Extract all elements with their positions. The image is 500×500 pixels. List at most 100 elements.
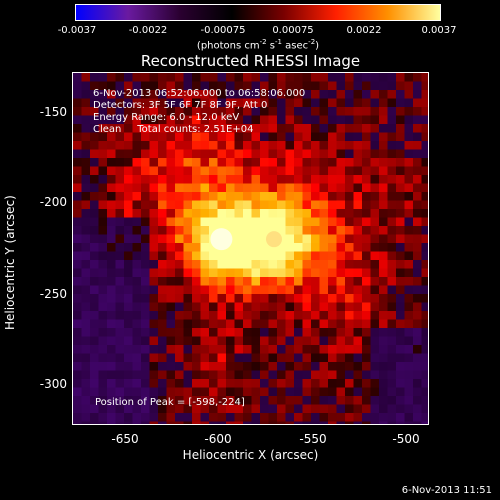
heatmap-cell (98, 404, 108, 414)
heatmap-cell (413, 294, 423, 304)
heatmap-cell (166, 413, 176, 423)
heatmap-cell (353, 183, 363, 193)
heatmap-cell (260, 362, 270, 372)
heatmap-cell (209, 260, 219, 270)
heatmap-cell (336, 132, 346, 142)
heatmap-cell (141, 124, 151, 134)
heatmap-cell (404, 370, 414, 380)
heatmap-cell (328, 268, 338, 278)
heatmap-cell (311, 277, 321, 287)
heatmap-cell (379, 268, 389, 278)
heatmap-cell (183, 200, 193, 210)
heatmap-cell (336, 243, 346, 253)
heatmap-cell (328, 285, 338, 295)
heatmap-cell (404, 124, 414, 134)
heatmap-cell (370, 132, 380, 142)
heatmap-cell (124, 353, 134, 363)
heatmap-cell (379, 226, 389, 236)
heatmap-cell (183, 149, 193, 159)
heatmap-cell (234, 149, 244, 159)
heatmap-cell (277, 124, 287, 134)
heatmap-cell (149, 413, 159, 423)
heatmap-cell (132, 209, 142, 219)
heatmap-cell (302, 336, 312, 346)
heatmap-cell (217, 387, 227, 397)
heatmap-cell (158, 319, 168, 329)
heatmap-cell (90, 192, 100, 202)
heatmap-cell (124, 336, 134, 346)
heatmap-cell (158, 98, 168, 108)
heatmap-cell (115, 149, 125, 159)
heatmap-cell (336, 421, 346, 424)
heatmap-cell (285, 192, 295, 202)
heatmap-cell (328, 175, 338, 185)
heatmap-cell (277, 209, 287, 219)
heatmap-cell (328, 396, 338, 406)
heatmap-cell (277, 268, 287, 278)
heatmap-cell (421, 251, 428, 261)
heatmap-cell (260, 345, 270, 355)
heatmap-cell (370, 336, 380, 346)
heatmap-cell (362, 226, 372, 236)
heatmap-cell (175, 251, 185, 261)
heatmap-cell (183, 260, 193, 270)
heatmap-cell (328, 124, 338, 134)
heatmap-cell (226, 149, 236, 159)
y-tick-label: -250 (39, 287, 67, 301)
heatmap-cell (98, 81, 108, 91)
heatmap-cell (319, 200, 329, 210)
heatmap-cell (183, 73, 193, 83)
heatmap-cell (209, 243, 219, 253)
heatmap-cell (413, 362, 423, 372)
heatmap-cell (285, 268, 295, 278)
heatmap-cell (396, 217, 406, 227)
heatmap-cell (166, 311, 176, 321)
heatmap-cell (413, 251, 423, 261)
heatmap-cell (98, 90, 108, 100)
heatmap-cell (81, 141, 91, 151)
heatmap-cell (260, 192, 270, 202)
heatmap-cell (149, 319, 159, 329)
heatmap-cell (404, 251, 414, 261)
heatmap-cell (107, 268, 117, 278)
heatmap-cell (251, 379, 261, 389)
heatmap-cell (404, 98, 414, 108)
heatmap-cell (421, 379, 428, 389)
heatmap-cell (124, 183, 134, 193)
heatmap-cell (370, 226, 380, 236)
heatmap-cell (243, 132, 253, 142)
heatmap-cell (132, 98, 142, 108)
heatmap-cell (260, 149, 270, 159)
heatmap-cell (98, 217, 108, 227)
heatmap-cell (175, 132, 185, 142)
heatmap-cell (149, 141, 159, 151)
heatmap-cell (226, 396, 236, 406)
heatmap-cell (115, 217, 125, 227)
heatmap-cell (158, 370, 168, 380)
heatmap-cell (217, 345, 227, 355)
heatmap-cell (158, 268, 168, 278)
heatmap-cell (285, 175, 295, 185)
heatmap-cell (107, 328, 117, 338)
heatmap-cell (200, 260, 210, 270)
heatmap-cell (73, 183, 83, 193)
heatmap-cell (175, 277, 185, 287)
heatmap-cell (421, 345, 428, 355)
heatmap-cell (285, 234, 295, 244)
heatmap-cell (90, 158, 100, 168)
heatmap-cell (311, 285, 321, 295)
heatmap-cell (115, 209, 125, 219)
heatmap-cell (226, 73, 236, 83)
heatmap-cell (226, 158, 236, 168)
heatmap-cell (379, 209, 389, 219)
heatmap-cell (413, 132, 423, 142)
heatmap-cell (387, 251, 397, 261)
heatmap-cell (413, 115, 423, 125)
heatmap-cell (132, 226, 142, 236)
heatmap-cell (362, 268, 372, 278)
heatmap-cell (294, 336, 304, 346)
heatmap-cell (234, 379, 244, 389)
heatmap-cell (141, 234, 151, 244)
heatmap-cell (73, 294, 83, 304)
heatmap-cell (362, 404, 372, 414)
